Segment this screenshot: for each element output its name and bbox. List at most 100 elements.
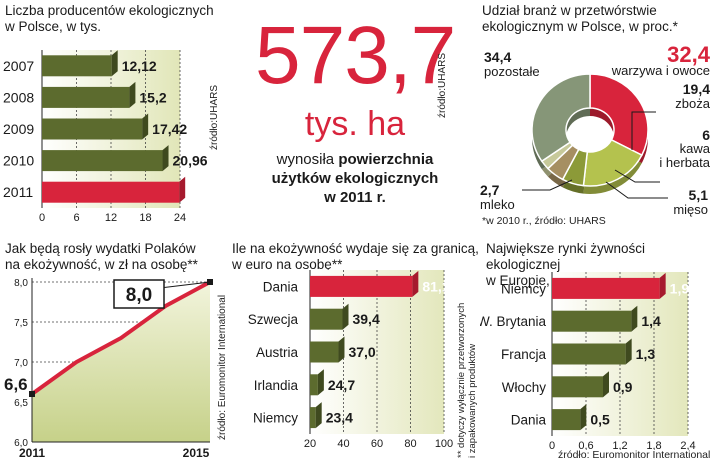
- markets-bar-end: [580, 404, 587, 431]
- producers-bar: [42, 181, 180, 203]
- industries-title-line2: ekologicznym w Polsce, w proc.*: [482, 19, 678, 34]
- producers-value-label: 17,42: [152, 121, 187, 137]
- markets-tick-label: 2,4: [680, 440, 695, 450]
- producers-bar-end: [179, 176, 186, 203]
- markets-value-label: 0,9: [613, 379, 633, 395]
- spending-x-tick-label: 2011: [19, 446, 45, 460]
- markets-bar-end: [625, 338, 632, 365]
- markets-title-line1: Największe rynki żywności ekologicznej: [486, 241, 646, 272]
- spending-area: [32, 282, 210, 442]
- pie-category-label: kawa: [680, 141, 711, 156]
- pie-value-label: 32,4: [667, 42, 711, 67]
- markets-chart: 0 0,6 1,2 1,8 2,4 Niemcy 1,9 W. Brytania 1,4 Fran…: [480, 272, 696, 450]
- markets-bar: [552, 277, 660, 299]
- abroad-bar: [310, 374, 318, 396]
- producers-category-label: 2008: [3, 89, 34, 105]
- abroad-footnote: ** dotyczy wyłącznie przetworzonych i za…: [456, 303, 478, 458]
- industries-title-line1: Udział branż w przetwórstwie: [482, 3, 657, 18]
- markets-tick-label: 1,2: [612, 440, 627, 450]
- big-unit: tys. ha: [304, 105, 406, 143]
- producers-bar: [42, 150, 163, 172]
- desc-line1a: wynosiła: [276, 151, 339, 168]
- producers-bar-end: [162, 145, 169, 172]
- spending-chart: 6,0 6,5 7,0 7,5 8,0 6,6 8,0 2011 2015: [4, 278, 213, 460]
- abroad-chart: 20 40 60 80 100 Dania 81,1 Szwecja 39,4 Austria 37…: [248, 270, 453, 450]
- industries-footnote: *w 2010 r., źródło: UHARS: [482, 215, 606, 227]
- pie-category-label: warzywa i owoce: [611, 63, 710, 78]
- producers-bar: [42, 86, 130, 108]
- producers-tick-label: 12: [105, 212, 117, 224]
- producers-value-label: 23,86: [189, 184, 224, 200]
- spending-tick-label: 6,5: [14, 398, 28, 409]
- abroad-footnote-line1: ** dotyczy wyłącznie przetworzonych: [456, 302, 467, 458]
- spending-end-box: [113, 279, 165, 309]
- producers-tick-label: 18: [139, 212, 151, 224]
- abroad-category-label: Dania: [263, 279, 299, 294]
- spending-tick-label: 8,0: [14, 278, 28, 289]
- pie-category-label: mleko: [480, 197, 515, 212]
- pie-value-label: 6: [702, 127, 710, 143]
- pie-category-label: zboża: [675, 96, 710, 111]
- abroad-bar-end: [412, 270, 419, 297]
- abroad-bar-end: [342, 303, 349, 330]
- pie-value-label: 34,4: [484, 49, 511, 65]
- markets-category-label: Dania: [511, 413, 547, 428]
- producers-title-line1: Liczba producentów ekologicznych: [5, 3, 214, 18]
- producers-value-label: 12,12: [122, 58, 157, 74]
- abroad-bar: [310, 308, 343, 330]
- abroad-tick-label: 80: [404, 438, 416, 450]
- pie-category-label: i herbata: [659, 155, 710, 170]
- abroad-title-line2: w euro na osobę**: [232, 257, 343, 272]
- producers-bar: [42, 118, 143, 140]
- abroad-tick-label: 60: [371, 438, 383, 450]
- big-number: 573,7: [255, 10, 456, 101]
- spending-source: źródło: Euromonitor International: [217, 294, 228, 440]
- abroad-bar-end: [317, 369, 324, 396]
- markets-bar: [552, 343, 626, 365]
- pie-category-label: pozostałe: [484, 64, 540, 79]
- pie-value-label: 5,1: [689, 187, 709, 203]
- abroad-value-label: 23,4: [326, 410, 353, 426]
- spending-title: Jak będą rosły wydatki Polaków na ekożyw…: [5, 241, 198, 273]
- desc-line3: w 2011 r.: [324, 189, 386, 206]
- desc-line2: użytków ekologicznych: [271, 170, 439, 187]
- markets-category-label: Francja: [501, 347, 547, 362]
- pie-category-label: mięso: [673, 202, 708, 217]
- abroad-tick-label: 20: [304, 438, 316, 450]
- pie-value-label: 19,4: [683, 81, 710, 97]
- markets-bar-end: [631, 305, 638, 332]
- producers-title: Liczba producentów ekologicznych w Polsc…: [5, 3, 214, 35]
- pie-leader-line: [631, 111, 656, 150]
- markets-bar: [552, 310, 632, 332]
- abroad-title-line1: Ile na ekożywność wydaje się za granicą,: [232, 241, 479, 256]
- pie-value-label: 2,7: [480, 182, 500, 198]
- industries-title: Udział branż w przetwórstwie ekologiczny…: [482, 3, 678, 35]
- headline-source: źródło:UHARS: [437, 52, 448, 118]
- spending-tick-label: 7,5: [14, 318, 28, 329]
- abroad-bar-end: [338, 336, 345, 363]
- markets-bar: [552, 376, 603, 398]
- producers-tick-label: 0: [39, 212, 45, 224]
- spending-tick-label: 7,0: [14, 358, 28, 369]
- spending-x-tick-label: 2015: [183, 446, 210, 460]
- headline-description: wynosiła powierzchnia użytków ekologiczn…: [255, 150, 455, 207]
- producers-category-label: 2009: [3, 121, 34, 137]
- markets-category-label: W. Brytania: [480, 314, 546, 329]
- abroad-bar: [310, 275, 413, 297]
- producers-value-label: 20,96: [173, 153, 208, 169]
- spending-tick-label: 6,0: [14, 438, 28, 449]
- markets-bar: [552, 409, 581, 431]
- abroad-footnote-line2: i zapakowanych produktów: [467, 343, 478, 458]
- abroad-bar: [310, 407, 316, 429]
- spending-line: [30, 280, 211, 396]
- markets-value-label: 0,5: [590, 412, 610, 428]
- abroad-category-label: Austria: [256, 345, 299, 360]
- producers-bar-end: [142, 113, 149, 140]
- abroad-bar-end: [315, 402, 322, 429]
- spending-callout-line: [159, 281, 211, 289]
- desc-line1b: powierzchnia: [338, 151, 434, 168]
- abroad-category-label: Niemcy: [253, 411, 298, 426]
- markets-bar-end: [603, 371, 609, 398]
- producers-tick-label: 6: [73, 212, 79, 224]
- producers-category-label: 2007: [3, 58, 34, 74]
